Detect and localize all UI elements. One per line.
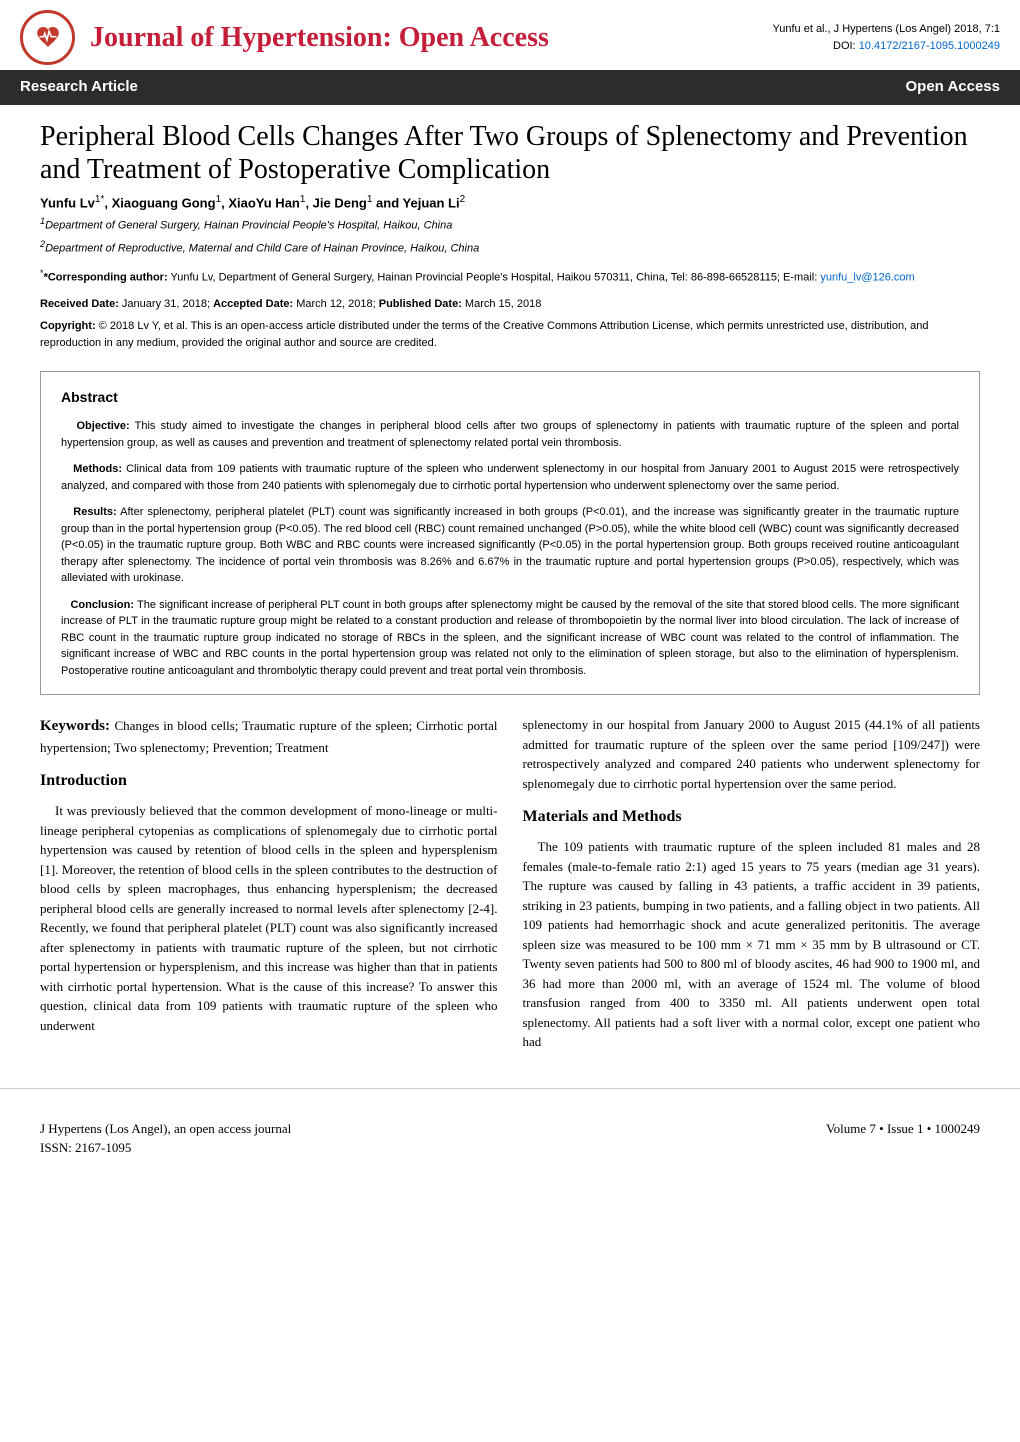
page-footer: J Hypertens (Los Angel), an open access … <box>0 1088 1020 1173</box>
materials-methods-para: The 109 patients with traumatic rupture … <box>523 837 981 1052</box>
abstract-conclusion: Conclusion: The significant increase of … <box>61 597 959 680</box>
authors-list: Yunfu Lv1*, Xiaoguang Gong1, XiaoYu Han1… <box>0 192 1020 213</box>
journal-header: Journal of Hypertension: Open Access Yun… <box>0 0 1020 70</box>
corresponding-author: **Corresponding author: Yunfu Lv, Depart… <box>0 259 1020 288</box>
keywords: Keywords: Changes in blood cells; Trauma… <box>40 715 498 757</box>
abstract-box: Abstract Objective: This study aimed to … <box>40 371 980 695</box>
abstract-results: Results: After splenectomy, peripheral p… <box>61 504 959 587</box>
materials-methods-heading: Materials and Methods <box>523 805 981 829</box>
affiliation-2: 2Department of Reproductive, Maternal an… <box>0 236 1020 259</box>
author-3: , XiaoYu Han <box>221 195 300 210</box>
column-left: Keywords: Changes in blood cells; Trauma… <box>40 715 498 1058</box>
accepted-label: Accepted Date: <box>213 298 293 310</box>
author-2: , Xiaoguang Gong <box>104 195 215 210</box>
author-1: Yunfu Lv <box>40 195 95 210</box>
abstract-methods: Methods: Clinical data from 109 patients… <box>61 461 959 494</box>
publication-dates: Received Date: January 31, 2018; Accepte… <box>0 288 1020 315</box>
abstract-heading: Abstract <box>61 387 959 408</box>
received-label: Received Date: <box>40 298 119 310</box>
copyright-label: Copyright: <box>40 320 96 332</box>
author-5: and Yejuan Li <box>372 195 459 210</box>
affiliation-1: 11Department of General Surgery, Hainan … <box>0 213 1020 236</box>
column-right: splenectomy in our hospital from January… <box>523 715 981 1058</box>
author-4: , Jie Deng <box>305 195 366 210</box>
body-columns: Keywords: Changes in blood cells; Trauma… <box>0 705 1020 1068</box>
introduction-para: It was previously believed that the comm… <box>40 801 498 1035</box>
footer-left: J Hypertens (Los Angel), an open access … <box>40 1119 291 1158</box>
copyright-notice: Copyright: © 2018 Lv Y, et al. This is a… <box>0 314 1020 361</box>
access-type: Open Access <box>906 76 1001 99</box>
citation-text: Yunfu et al., J Hypertens (Los Angel) 20… <box>773 21 1000 38</box>
doi-label: DOI: <box>833 40 856 52</box>
article-type: Research Article <box>20 76 138 99</box>
published-label: Published Date: <box>379 298 462 310</box>
heart-icon <box>33 23 63 49</box>
corresponding-text: Yunfu Lv, Department of General Surgery,… <box>168 271 821 283</box>
corresponding-label: *Corresponding author: <box>44 271 168 283</box>
doi-link[interactable]: 10.4172/2167-1095.1000249 <box>859 40 1000 52</box>
journal-logo <box>20 10 75 65</box>
footer-right: Volume 7 • Issue 1 • 1000249 <box>826 1119 980 1158</box>
corresponding-email[interactable]: yunfu_lv@126.com <box>820 271 914 283</box>
introduction-heading: Introduction <box>40 769 498 793</box>
intro-continued: splenectomy in our hospital from January… <box>523 715 981 793</box>
keywords-label: Keywords: <box>40 718 115 734</box>
section-bar: Research Article Open Access <box>0 70 1020 105</box>
doi-block: Yunfu et al., J Hypertens (Los Angel) 20… <box>773 21 1000 54</box>
article-title: Peripheral Blood Cells Changes After Two… <box>0 105 1020 192</box>
abstract-objective: Objective: This study aimed to investiga… <box>61 418 959 451</box>
journal-title: Journal of Hypertension: Open Access <box>90 17 549 59</box>
